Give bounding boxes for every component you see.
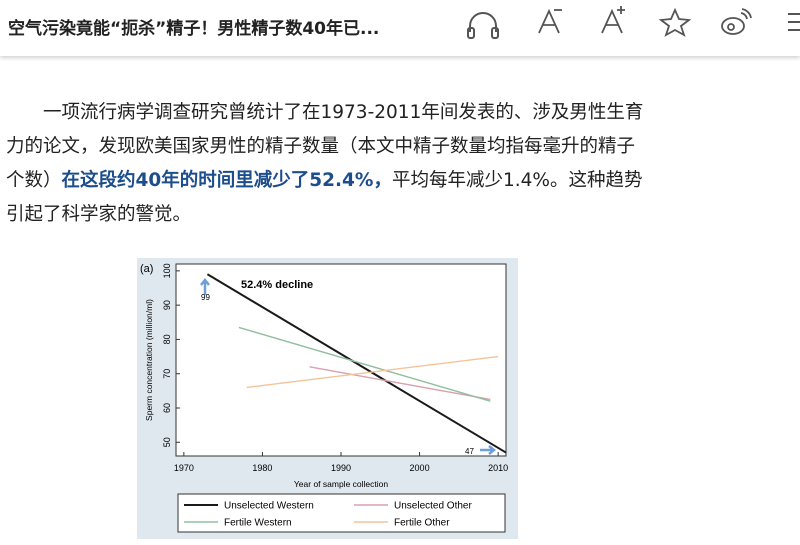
series-line bbox=[206, 273, 507, 454]
legend-label: Unselected Other bbox=[394, 501, 472, 512]
font-smaller-icon[interactable] bbox=[538, 8, 562, 34]
x-axis-title: Year of sample collection bbox=[294, 479, 388, 489]
article-text: 一项流行病学调查研究曾统计了在1973-2011年间发表的、涉及男性生育力的论文… bbox=[6, 102, 644, 191]
value-annotation: 47 bbox=[465, 447, 474, 456]
plot-area bbox=[175, 263, 507, 457]
arrow-icon bbox=[480, 445, 497, 455]
series-line bbox=[309, 366, 491, 401]
y-axis-title: Sperm concentration (million/ml) bbox=[144, 299, 154, 421]
y-tick-label: 50 bbox=[162, 437, 172, 447]
font-larger-icon[interactable] bbox=[601, 6, 625, 34]
x-tick-label: 2000 bbox=[410, 463, 430, 473]
article-text: 平均每年减少1.4%。这种趋势引起了科学家的警觉。 bbox=[6, 170, 643, 225]
legend-label: Fertile Other bbox=[394, 518, 450, 529]
arrow-icon bbox=[200, 277, 210, 295]
value-annotation: 99 bbox=[201, 293, 210, 302]
panel-label: (a) bbox=[140, 263, 153, 275]
series-line bbox=[238, 326, 491, 402]
x-tick-label: 1970 bbox=[174, 463, 194, 473]
weibo-icon[interactable] bbox=[721, 8, 752, 35]
y-tick-label: 90 bbox=[162, 300, 172, 310]
article-highlight: 在这段约40年的时间里减少了52.4%， bbox=[61, 170, 392, 191]
y-tick-label: 100 bbox=[162, 263, 172, 278]
y-tick-label: 80 bbox=[162, 334, 172, 344]
listen-icon[interactable] bbox=[467, 12, 499, 39]
toolbar-icons bbox=[467, 6, 800, 39]
top-bar: 空气污染竟能“扼杀”精子！男性精子数40年已... bbox=[0, 0, 800, 56]
legend-label: Unselected Western bbox=[224, 501, 314, 512]
favorite-icon[interactable] bbox=[658, 7, 692, 37]
legend-box bbox=[177, 493, 506, 533]
annotation: 52.4% decline bbox=[241, 279, 313, 291]
x-tick-label: 1990 bbox=[331, 463, 351, 473]
y-tick-label: 60 bbox=[162, 403, 172, 413]
x-tick-label: 1980 bbox=[252, 463, 272, 473]
article-title: 空气污染竟能“扼杀”精子！男性精子数40年已... bbox=[8, 19, 380, 39]
x-tick-label: 2010 bbox=[488, 463, 508, 473]
y-tick-label: 70 bbox=[162, 369, 172, 379]
menu-icon[interactable] bbox=[788, 13, 800, 31]
series-line bbox=[246, 355, 499, 389]
legend-label: Fertile Western bbox=[224, 518, 292, 529]
article-paragraph: 一项流行病学调查研究曾统计了在1973-2011年间发表的、涉及男性生育力的论文… bbox=[6, 96, 646, 232]
